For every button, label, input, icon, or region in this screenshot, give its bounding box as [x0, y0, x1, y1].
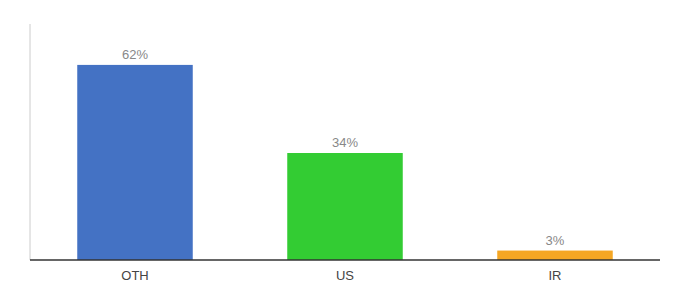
bars: [77, 65, 613, 260]
data-label: 62%: [122, 47, 148, 62]
chart-container: OTH US IR 62% 34% 3%: [0, 0, 680, 300]
data-label: 3%: [546, 233, 565, 248]
x-tick-label: US: [336, 268, 354, 283]
bar: [77, 65, 193, 260]
y-axis-line: [30, 24, 31, 260]
x-tick-label: OTH: [121, 268, 148, 283]
x-axis-line: [30, 259, 660, 261]
chart: OTH US IR 62% 34% 3%: [0, 0, 680, 300]
bar: [287, 153, 403, 260]
data-label: 34%: [332, 135, 358, 150]
bar: [497, 251, 613, 260]
x-tick-label: IR: [549, 268, 562, 283]
